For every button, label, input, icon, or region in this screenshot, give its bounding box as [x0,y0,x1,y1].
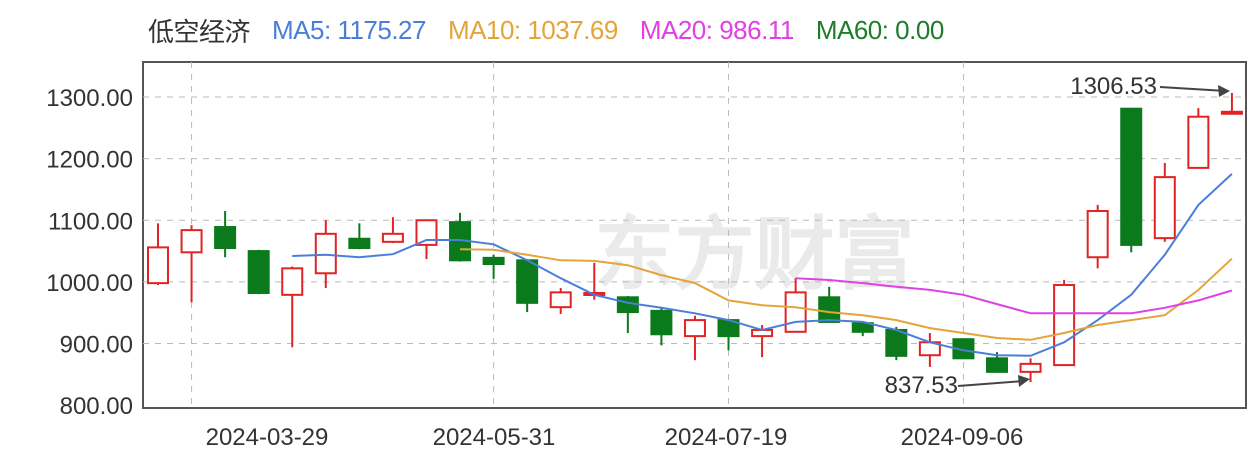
candle-body [180,229,203,254]
y-tick-label: 1300.00 [46,85,133,112]
annotation-high-arrow [1159,86,1227,92]
candle-body [482,256,505,266]
candle [717,318,740,351]
candle-body [348,237,371,249]
candle-body [818,296,841,323]
candle-body [683,319,706,338]
candle [348,223,371,250]
watermark-logo: 东方财富 [595,210,915,299]
candle [1153,162,1176,242]
annotation-low-arrow [957,380,1025,387]
candle-body [281,267,304,296]
candle [1220,92,1243,115]
candle-body [784,291,807,333]
candle [1019,358,1042,383]
candle [415,219,438,260]
candle-body [415,219,438,246]
candle [650,307,673,346]
candle [281,266,304,348]
candle [214,211,237,258]
x-tick-label: 2024-09-06 [901,424,1024,451]
legend-ma60: MA60: 0.00 [815,14,944,45]
candle [247,249,270,295]
chart-legend: 低空经济 MA5: 1175.27 MA10: 1037.69 MA20: 98… [148,12,944,48]
legend-ma5: MA5: 1175.27 [272,14,426,45]
y-tick-label: 1100.00 [48,208,133,235]
candle-body [1187,115,1210,169]
ma-line-ma5 [292,173,1233,357]
arrow-head-icon [1018,375,1030,387]
y-tick-label: 1200.00 [46,147,133,174]
candle [683,315,706,361]
candle-body [314,232,337,275]
candle [1086,204,1109,269]
candle-body [1053,283,1076,367]
ma-line-ma20 [795,277,1233,315]
x-tick-label: 2024-07-19 [665,424,788,451]
y-tick-label: 900.00 [60,332,133,359]
candle-body [1220,110,1243,115]
candle-body [549,291,572,309]
candle [1120,107,1143,253]
candle [180,225,203,303]
annotation-high-label: 1306.53 [1070,73,1157,100]
candle [986,352,1008,373]
candle [1187,108,1210,169]
candle-body [214,226,237,249]
candle-body [885,328,908,357]
candle-body [1019,362,1042,373]
x-tick-label: 2024-05-31 [433,424,556,451]
legend-ma10: MA10: 1037.69 [447,14,618,45]
candle [1053,280,1076,367]
candle [482,254,505,279]
annotation-low-label: 837.53 [885,372,958,399]
y-tick-label: 1000.00 [46,270,133,297]
arrow-head-icon [1218,85,1230,97]
candle-body [986,357,1008,373]
candle [147,223,169,285]
legend-ma20: MA20: 986.11 [639,14,794,45]
x-tick-label: 2024-03-29 [206,424,329,451]
candle-body [516,259,539,304]
candle-body [1086,210,1109,259]
candle-body [147,246,169,285]
index-name: 低空经济 [148,16,251,47]
candle-body [1153,176,1176,240]
candle-body [247,250,270,294]
candle [918,333,941,367]
ma-line-ma10 [459,248,1233,341]
candle-body [851,322,874,333]
candle [549,288,572,314]
candle [314,220,337,289]
candle-body [1120,107,1143,246]
candle-body [650,309,673,336]
candle-body [381,232,404,243]
y-tick-label: 800.00 [60,393,133,420]
candle [381,217,404,244]
candle [818,286,841,323]
